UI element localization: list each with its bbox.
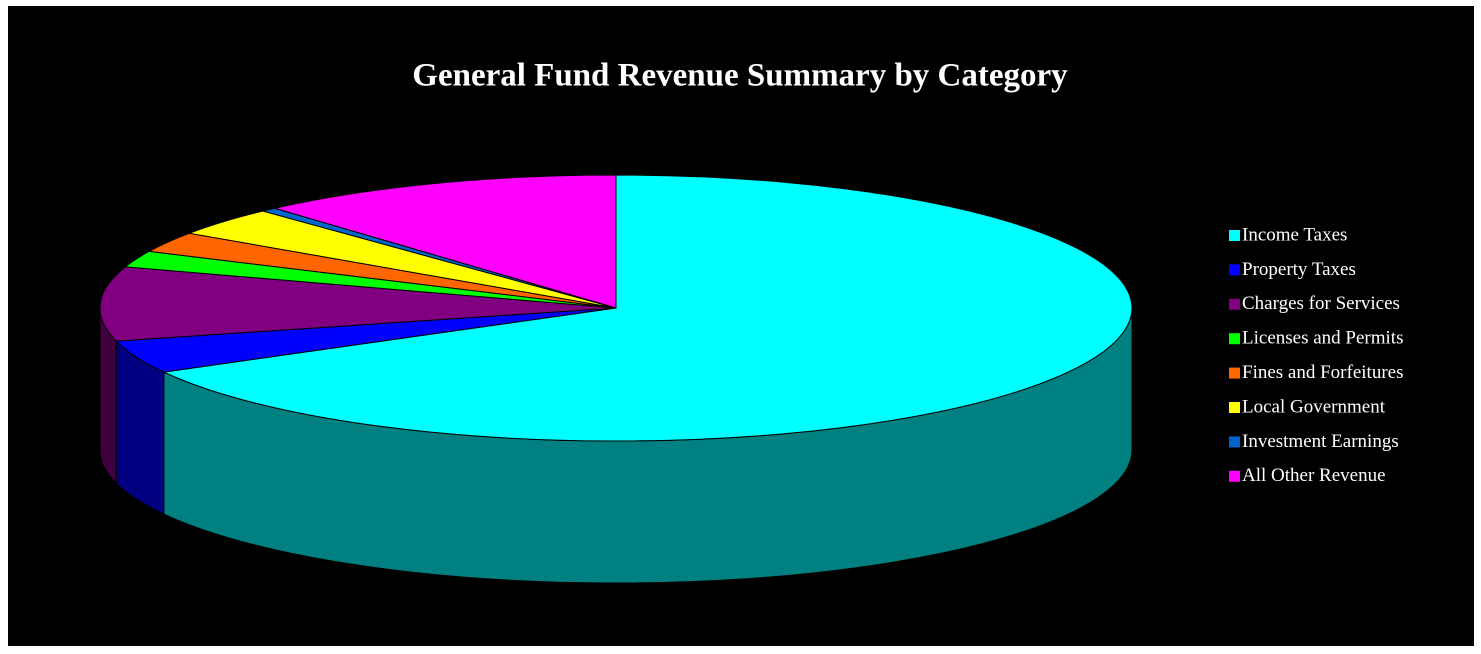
legend-label: Fines and Forfeitures: [1242, 362, 1403, 383]
legend-label: Property Taxes: [1242, 259, 1356, 280]
legend-swatch: [1229, 298, 1240, 310]
legend-swatch: [1229, 264, 1240, 276]
legend-label: Investment Earnings: [1242, 431, 1399, 452]
legend-label: Charges for Services: [1242, 293, 1400, 314]
pie-slice: [162, 174, 1133, 442]
legend-label: Local Government: [1242, 396, 1386, 417]
legend-swatch: [1229, 367, 1240, 379]
legend-swatch: [1229, 333, 1240, 345]
legend-swatch: [1229, 470, 1240, 482]
pie-slice: [272, 174, 617, 309]
legend-swatch: [1229, 436, 1240, 448]
legend-label: All Other Revenue: [1242, 465, 1386, 486]
pie-slice: [99, 266, 617, 342]
legend-swatch: [1229, 402, 1240, 413]
legend-label: Income Taxes: [1242, 224, 1347, 245]
legend-label: Licenses and Permits: [1242, 328, 1403, 349]
legend-swatch: [1229, 230, 1240, 241]
chart-title: General Fund Revenue Summary by Category: [412, 58, 1068, 94]
